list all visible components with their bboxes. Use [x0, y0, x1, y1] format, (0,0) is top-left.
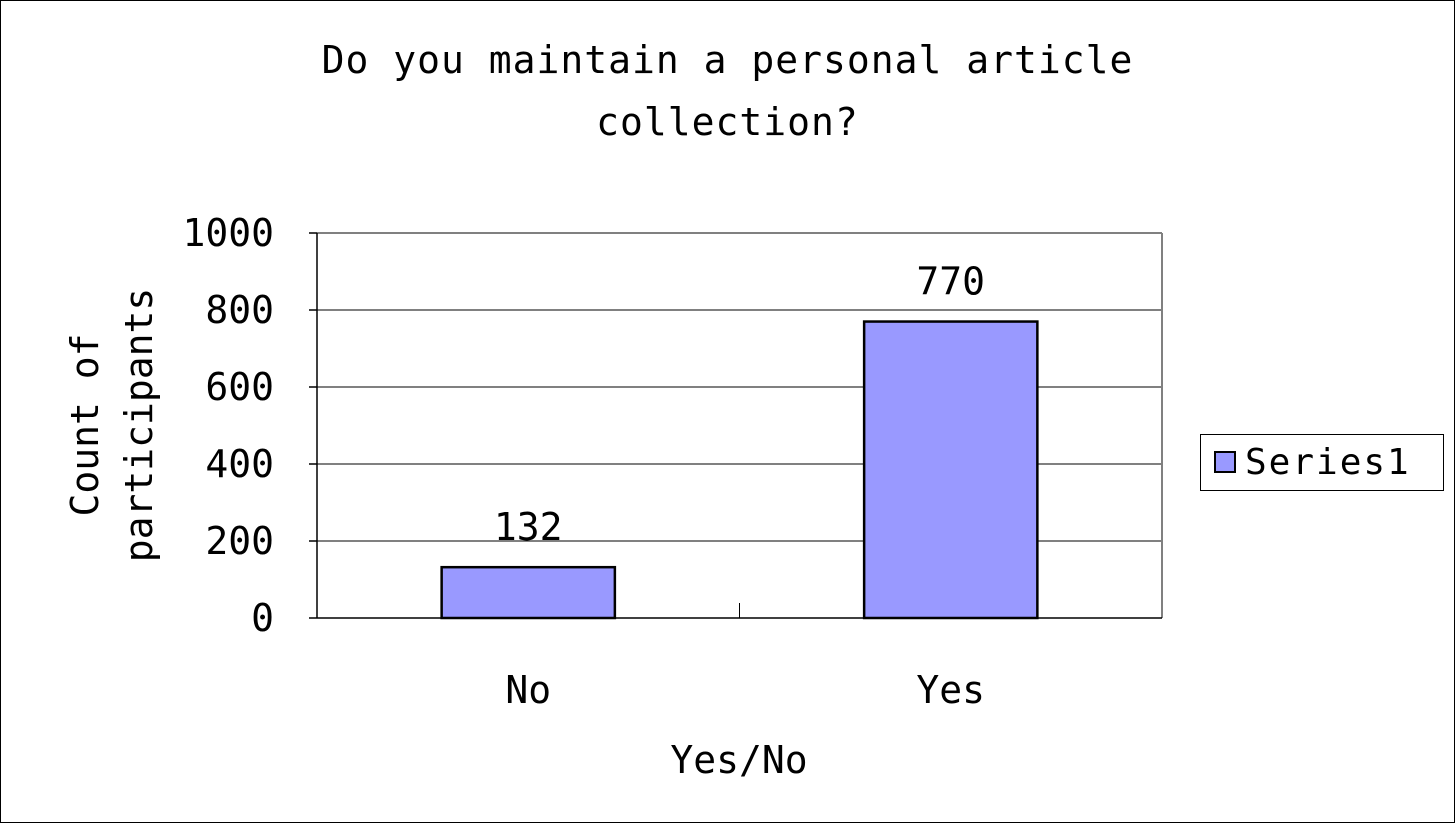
chart-title-line-2: collection?	[596, 100, 859, 144]
x-tick-label-yes: Yes	[916, 668, 985, 712]
legend-label-series1: Series1	[1245, 442, 1411, 483]
data-label-no: 132	[494, 505, 563, 549]
y-tick-label-400: 400	[205, 442, 274, 486]
bar-yes	[862, 320, 1039, 620]
y-tick-label-800: 800	[205, 288, 274, 332]
x-tick-label-no: No	[505, 668, 551, 712]
data-label-yes: 770	[916, 260, 985, 304]
y-tick-label-1000: 1000	[182, 211, 274, 255]
legend: Series1	[1200, 434, 1444, 491]
y-tick-label-0: 0	[251, 596, 274, 640]
y-tick-label-200: 200	[205, 519, 274, 563]
y-axis-label-line-1: Count of	[63, 333, 107, 516]
y-tick-label-600: 600	[205, 365, 274, 409]
x-axis-label: Yes/No	[670, 738, 807, 782]
y-axis-label-line-2: participants	[117, 288, 161, 563]
bar-no	[440, 565, 617, 620]
chart-title-line-1: Do you maintain a personal article	[321, 38, 1134, 82]
legend-swatch-series1	[1214, 451, 1236, 473]
